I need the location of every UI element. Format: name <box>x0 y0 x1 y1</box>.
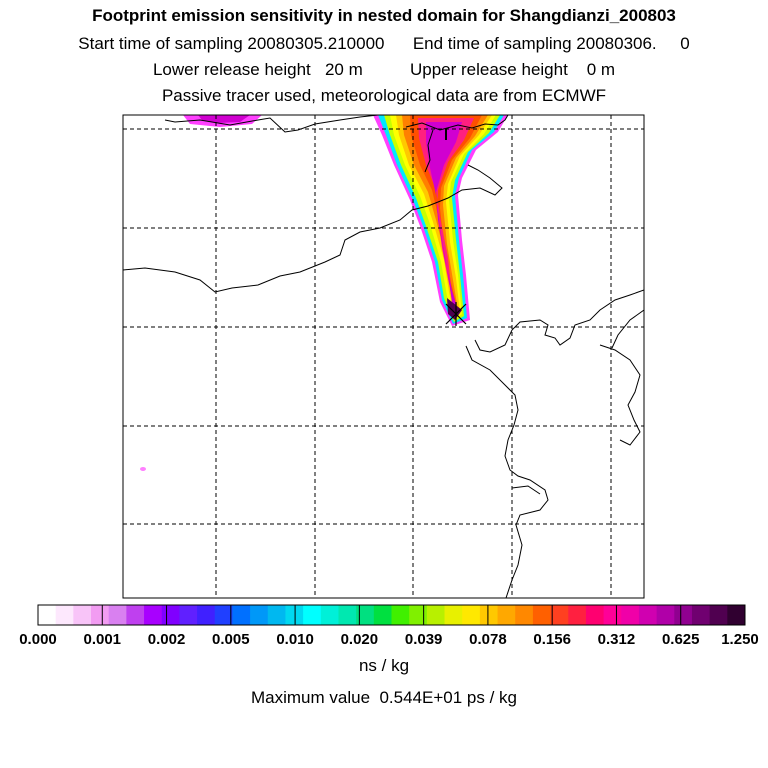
colorbar-swatch <box>444 605 463 625</box>
colorbar-swatch <box>621 605 640 625</box>
page-title: Footprint emission sensitivity in nested… <box>92 6 676 25</box>
colorbar-swatch <box>568 605 587 625</box>
colorbar-tick-label: 0.312 <box>598 631 636 648</box>
colorbar-swatch <box>73 605 92 625</box>
colorbar-swatch <box>532 605 552 625</box>
colorbar-swatch <box>656 605 675 625</box>
end-time-label: End time of sampling 20080306. 0 <box>412 34 690 53</box>
lower-height-label: Lower release height 20 m <box>152 60 363 79</box>
plume-patch <box>198 115 250 123</box>
start-time-label: Start time of sampling 20080305.210000 <box>78 34 385 53</box>
map-frame <box>122 114 645 599</box>
plume-patch <box>140 467 146 471</box>
colorbar-swatch <box>409 605 428 625</box>
colorbar-swatch <box>197 605 216 625</box>
plume-layer <box>426 122 462 310</box>
plume-layer <box>447 298 462 320</box>
colorbar-swatch <box>55 605 74 625</box>
colorbar-tick-label: 0.002 <box>148 631 186 648</box>
colorbar-swatch <box>391 605 410 625</box>
colorbar-swatch <box>38 605 57 625</box>
colorbar-tick-label: 1.250 <box>721 631 759 648</box>
colorbar-swatch <box>603 605 622 625</box>
colorbar-swatch <box>320 605 339 625</box>
colorbar-swatch <box>550 605 569 625</box>
colorbar-swatch <box>338 605 357 625</box>
sampling-times: Start time of sampling 20080305.210000 E… <box>0 34 768 54</box>
colorbar-swatch <box>91 605 110 625</box>
colorbar-tick-labels: 0.000 0.001 0.002 0.005 0.010 0.020 0.039 0.078… <box>19 631 759 648</box>
colorbar-swatch <box>214 605 233 625</box>
colorbar <box>37 604 746 626</box>
colorbar-tick-label: 0.078 <box>469 631 507 648</box>
colorbar-swatch <box>108 605 127 625</box>
colorbar-swatch <box>497 605 516 625</box>
colorbar-swatch <box>515 605 534 625</box>
colorbar-swatch <box>161 605 180 625</box>
colorbar-swatch <box>674 605 693 625</box>
release-heights: Lower release height 20 m Upper release … <box>0 60 768 80</box>
receptor-star-icon <box>445 302 467 326</box>
colorbar-swatch <box>585 605 605 625</box>
colorbar-swatch <box>232 605 251 625</box>
colorbar-swatch <box>426 605 446 625</box>
tracer-info: Passive tracer used, meteorological data… <box>161 86 607 105</box>
colorbar-tick-label: 0.001 <box>83 631 121 648</box>
colorbar-swatch <box>638 605 658 625</box>
colorbar-swatch <box>373 605 392 625</box>
colorbar-tick-label: 0.156 <box>533 631 571 648</box>
colorbar-tick-label: 0.039 <box>405 631 443 648</box>
colorbar-tick-label: 0.005 <box>212 631 250 648</box>
colorbar-tick-label: 0.020 <box>341 631 379 648</box>
colorbar-tick-label: 0.010 <box>276 631 314 648</box>
legend-units: ns / kg <box>358 656 410 675</box>
colorbar-swatch <box>179 605 198 625</box>
lat-lon-grid <box>123 115 644 598</box>
maximum-value-label: Maximum value 0.544E+01 ps / kg <box>251 688 517 707</box>
colorbar-tick-label: 0.000 <box>19 631 57 648</box>
colorbar-swatch <box>727 605 746 625</box>
colorbar-swatch <box>479 605 499 625</box>
colorbar-swatch <box>691 605 711 625</box>
upper-height-label: Upper release height 0 m <box>409 60 616 79</box>
colorbar-tick-label: 0.625 <box>662 631 700 648</box>
colorbar-swatch <box>462 605 481 625</box>
colorbar-swatch <box>356 605 375 625</box>
colorbar-swatch <box>126 605 145 625</box>
colorbar-swatch <box>267 605 286 625</box>
colorbar-swatch <box>144 605 163 625</box>
colorbar-swatch <box>303 605 322 625</box>
country-borders <box>123 115 644 598</box>
colorbar-swatch <box>709 605 728 625</box>
colorbar-swatch <box>285 605 304 625</box>
colorbar-swatch <box>250 605 269 625</box>
map-panel <box>123 115 644 598</box>
